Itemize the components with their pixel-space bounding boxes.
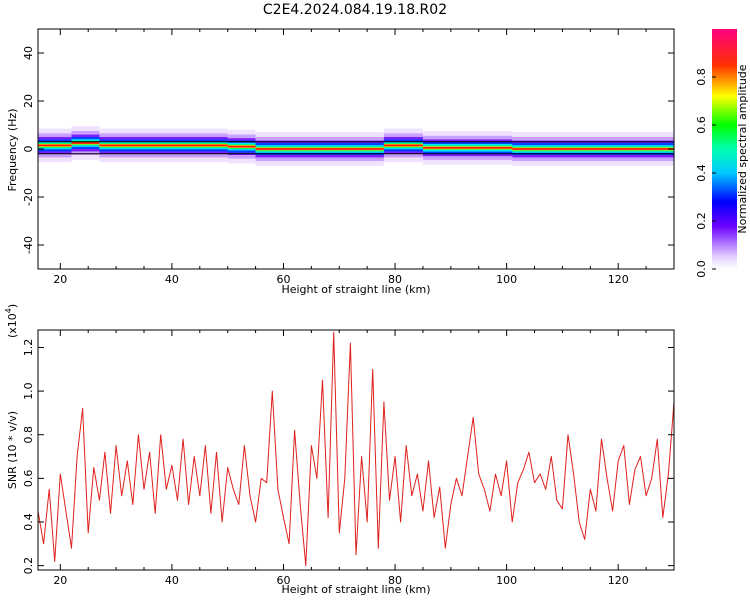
snr-x-tick-label: 120 — [608, 574, 629, 587]
spectrogram-x-tick-label: 20 — [53, 273, 67, 286]
snr-series-line — [38, 331, 674, 567]
snr-y-tick-label: 0.2 — [22, 557, 35, 575]
snr-y-tick-label: 0.4 — [22, 513, 35, 531]
snr-y-tick-label: 0.6 — [22, 470, 35, 488]
spectrogram-axes: 20 40 60 80 100 120 -40 -20 0 20 40 — [22, 28, 675, 286]
snr-panel: 20 40 60 80 100 120 0.2 0.4 0.6 0.8 1.0 1.2 Height … — [4, 304, 675, 596]
spectrogram-x-axis-label: Height of straight line (km) — [281, 283, 430, 296]
svg-text:(x104): (x104) — [4, 304, 19, 338]
spectrogram-band-7 — [383, 144, 423, 147]
snr-x-tick-label: 80 — [388, 574, 402, 587]
spectrogram-x-tick-label: 80 — [388, 273, 402, 286]
snr-scale-exponent: 4 — [4, 308, 13, 313]
spectrogram-band-7 — [255, 148, 384, 150]
spectrogram-x-tick-label: 120 — [608, 273, 629, 286]
colorbar-tick-label: 0.0 — [695, 260, 708, 278]
colorbar-tick-label: 0.8 — [695, 68, 708, 86]
spectrogram-band-7 — [71, 142, 100, 144]
spectrogram-band-7 — [38, 144, 72, 147]
spectrogram-panel: 20 40 60 80 100 120 -40 -20 0 20 40 Height of stra… — [6, 28, 675, 296]
snr-y-tick-label: 0.8 — [22, 426, 35, 444]
snr-y-tick-label: 1.2 — [22, 339, 35, 357]
spectrogram-band-7 — [422, 146, 513, 149]
spectrogram-y-tick-label: -40 — [22, 236, 35, 254]
colorbar-gradient — [712, 29, 737, 269]
spectrogram-x-tick-label: 60 — [276, 273, 290, 286]
snr-y-axis-label: SNR (10 * v/v) — [6, 411, 19, 489]
spectrogram-y-tick-label: -20 — [22, 188, 35, 206]
colorbar-tick-label: 0.4 — [695, 164, 708, 182]
colorbar-tick-label: 0.2 — [695, 212, 708, 230]
spectrogram-x-tick-label: 40 — [165, 273, 179, 286]
snr-x-tick-label: 40 — [165, 574, 179, 587]
snr-x-tick-label: 100 — [496, 574, 517, 587]
snr-y-scale-multiplier: (x104) — [4, 304, 19, 338]
spectrogram-y-tick-label: 20 — [22, 94, 35, 108]
spectrogram-ridge — [38, 126, 674, 166]
snr-frame — [37, 329, 675, 571]
spectrogram-band-7 — [512, 148, 674, 150]
colorbar-label: Normalized spectral amplitude — [736, 64, 749, 233]
spectrogram-x-tick-label: 100 — [496, 273, 517, 286]
snr-axes: 20 40 60 80 100 120 0.2 0.4 0.6 0.8 1.0 1.2 — [22, 329, 675, 587]
snr-y-tick-label: 1.0 — [22, 382, 35, 400]
colorbar-tick-label: 0.6 — [695, 116, 708, 134]
snr-scale-base: (x10 — [6, 313, 19, 338]
spectrogram-y-tick-label: 40 — [22, 46, 35, 60]
snr-x-tick-label: 20 — [53, 574, 67, 587]
spectrogram-band-7 — [99, 144, 228, 147]
snr-scale-close: ) — [6, 304, 19, 308]
chart-title: C2E4.2024.084.19.18.R02 — [263, 2, 447, 18]
spectrogram-y-tick-label: 0 — [22, 146, 35, 153]
colorbar-ticks: 0.0 0.2 0.4 0.6 0.8 — [695, 68, 716, 278]
snr-x-axis-label: Height of straight line (km) — [281, 583, 430, 596]
snr-plot-area — [38, 330, 674, 570]
spectrogram-band-7 — [227, 145, 256, 148]
colorbar: 0.0 0.2 0.4 0.6 0.8 Normalized spectral ampl… — [695, 29, 749, 278]
spectrogram-y-axis-label: Frequency (Hz) — [6, 109, 19, 192]
snr-x-tick-label: 60 — [276, 574, 290, 587]
